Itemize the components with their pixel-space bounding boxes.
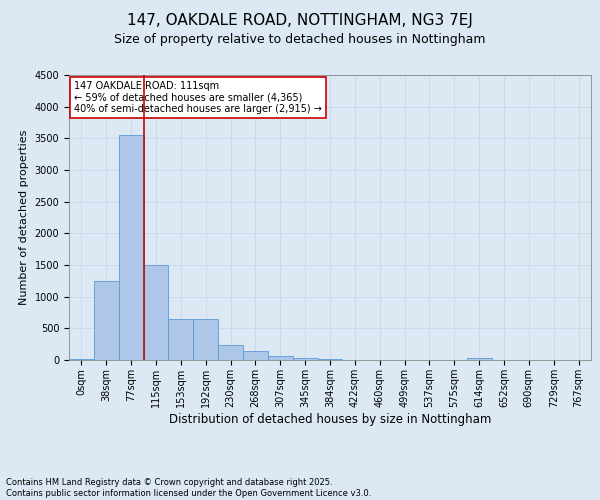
Bar (193, 319, 218, 360)
Bar (94, 281, 119, 360)
Bar (169, 319, 193, 360)
Bar (143, 265, 169, 360)
Text: Contains HM Land Registry data © Crown copyright and database right 2025.
Contai: Contains HM Land Registry data © Crown c… (6, 478, 371, 498)
Bar (119, 135, 143, 360)
Text: Size of property relative to detached houses in Nottingham: Size of property relative to detached ho… (114, 32, 486, 46)
X-axis label: Distribution of detached houses by size in Nottingham: Distribution of detached houses by size … (169, 412, 491, 426)
Bar (243, 350, 268, 360)
Y-axis label: Number of detached properties: Number of detached properties (19, 130, 29, 305)
Text: 147, OAKDALE ROAD, NOTTINGHAM, NG3 7EJ: 147, OAKDALE ROAD, NOTTINGHAM, NG3 7EJ (127, 12, 473, 28)
Bar (218, 346, 243, 360)
Bar (268, 356, 293, 360)
Bar (293, 358, 317, 360)
Bar (317, 358, 343, 360)
Bar (467, 358, 491, 360)
Text: 147 OAKDALE ROAD: 111sqm
← 59% of detached houses are smaller (4,365)
40% of sem: 147 OAKDALE ROAD: 111sqm ← 59% of detach… (74, 80, 322, 114)
